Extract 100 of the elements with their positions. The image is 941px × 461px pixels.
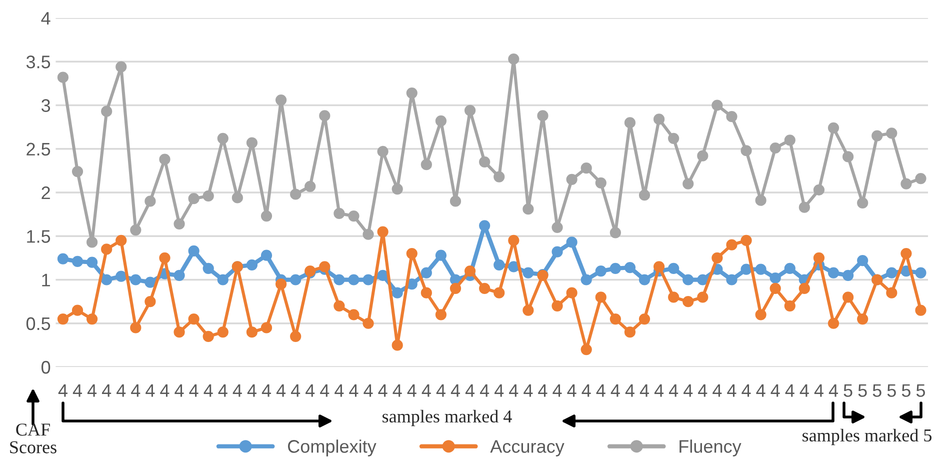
point xyxy=(798,282,810,294)
point xyxy=(900,248,912,260)
point xyxy=(464,265,476,277)
x-tick-label: 4 xyxy=(756,384,766,397)
point xyxy=(420,287,432,298)
point xyxy=(624,262,636,274)
point xyxy=(552,222,563,233)
point xyxy=(828,318,840,329)
point xyxy=(624,326,636,338)
point xyxy=(130,274,142,286)
point xyxy=(653,261,665,272)
y-tick-label: 3.5 xyxy=(26,56,50,68)
x-tick-label: 4 xyxy=(610,384,620,397)
point xyxy=(72,304,84,316)
point xyxy=(755,264,766,275)
point xyxy=(202,262,214,274)
point xyxy=(377,146,388,158)
point xyxy=(479,282,490,294)
point xyxy=(740,264,752,275)
point xyxy=(174,326,185,338)
point xyxy=(857,255,868,266)
y-tick-label: 2 xyxy=(42,186,50,200)
x-tick-label: 4 xyxy=(87,384,97,397)
point xyxy=(420,267,432,278)
x-tick-label: 4 xyxy=(509,384,518,397)
point xyxy=(494,259,505,270)
point xyxy=(770,272,781,284)
x-tick-label: 4 xyxy=(668,384,678,397)
x-tick-label: 5 xyxy=(916,384,925,397)
y-tick-label: 4 xyxy=(41,12,50,25)
point xyxy=(275,94,287,106)
point xyxy=(828,267,840,278)
point xyxy=(260,250,272,261)
point xyxy=(217,132,228,144)
point xyxy=(334,208,345,219)
x-tick-label: 4 xyxy=(770,384,780,397)
point xyxy=(290,188,302,200)
x-tick-label: 4 xyxy=(306,384,315,397)
point xyxy=(610,262,621,274)
y-tick-label: 0 xyxy=(42,360,50,374)
y-tick-label: 1.5 xyxy=(27,230,50,243)
point xyxy=(144,296,156,308)
point xyxy=(334,274,345,286)
point xyxy=(101,244,112,255)
x-tick-label: 4 xyxy=(290,384,300,397)
point xyxy=(624,117,636,128)
point xyxy=(682,296,694,308)
point xyxy=(406,87,418,99)
point xyxy=(813,252,825,264)
x-tick-label: 4 xyxy=(160,384,170,397)
point xyxy=(740,234,752,246)
x-tick-label: 5 xyxy=(844,384,852,397)
point xyxy=(159,154,170,165)
point xyxy=(697,292,708,303)
point xyxy=(464,104,476,116)
point xyxy=(813,184,825,196)
legend-label: Accuracy xyxy=(490,440,564,456)
point xyxy=(377,226,388,238)
point xyxy=(566,236,578,248)
point xyxy=(174,218,185,230)
point xyxy=(130,322,142,334)
point xyxy=(638,190,650,201)
y-tick-label: 2.5 xyxy=(26,142,50,156)
point xyxy=(784,262,796,274)
point xyxy=(726,274,738,286)
x-tick-label: 4 xyxy=(785,384,794,397)
point xyxy=(494,171,505,182)
point xyxy=(726,111,738,122)
point xyxy=(144,196,156,207)
x-tick-label: 4 xyxy=(640,384,649,397)
point xyxy=(697,150,708,162)
x-tick-label: 5 xyxy=(858,384,867,397)
point xyxy=(900,178,912,190)
point xyxy=(668,292,680,303)
x-tick-label: 4 xyxy=(465,384,475,397)
point xyxy=(508,261,520,272)
x-tick-label: 4 xyxy=(247,384,256,397)
point xyxy=(740,145,752,156)
point xyxy=(377,270,388,281)
point xyxy=(798,202,810,213)
x-tick-label: 4 xyxy=(174,384,184,397)
point xyxy=(348,274,360,286)
x-tick-label: 4 xyxy=(567,384,576,397)
point xyxy=(57,313,69,325)
x-tick-label: 4 xyxy=(552,384,562,397)
point xyxy=(202,190,214,202)
point xyxy=(537,110,548,122)
point xyxy=(479,220,490,232)
x-tick-label: 4 xyxy=(72,384,82,397)
point xyxy=(552,300,563,312)
point xyxy=(392,340,403,351)
text: CAF Scores xyxy=(10,424,56,454)
point xyxy=(682,178,694,190)
legend-label: Fluency xyxy=(680,440,742,456)
point xyxy=(915,172,926,184)
point xyxy=(116,270,127,282)
point xyxy=(290,274,302,286)
x-tick-label: 4 xyxy=(712,384,722,397)
point xyxy=(915,304,926,316)
point xyxy=(246,326,258,338)
